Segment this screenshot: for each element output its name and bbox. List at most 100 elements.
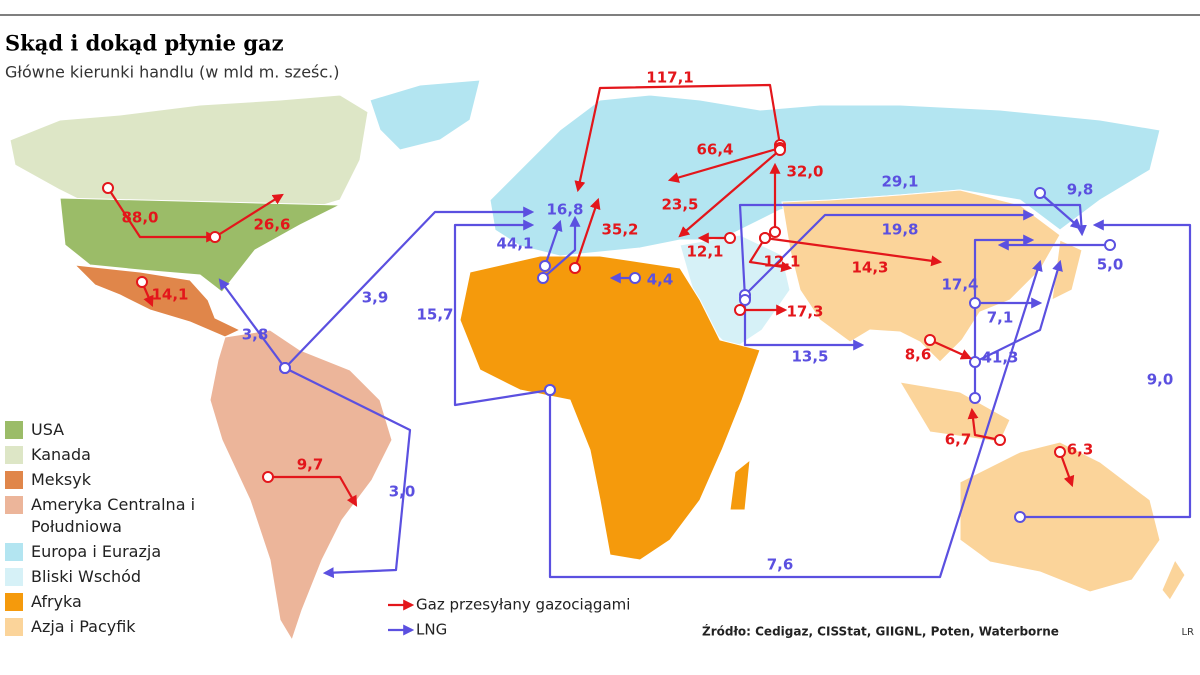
flow-label: 9,7 bbox=[297, 456, 324, 474]
flow-origin bbox=[262, 471, 274, 483]
legend-label: Kanada bbox=[31, 445, 91, 464]
flow-origin bbox=[1054, 446, 1066, 458]
flow-label: 14,1 bbox=[151, 286, 188, 304]
flow-origin bbox=[629, 272, 641, 284]
flow-origin bbox=[969, 392, 981, 404]
legend-item: Bliski Wschód bbox=[5, 566, 205, 588]
mexico bbox=[73, 264, 242, 338]
flow-label: 7,1 bbox=[987, 309, 1014, 327]
flow-origin bbox=[739, 294, 751, 306]
flow-origin bbox=[769, 226, 781, 238]
legend-item: Afryka bbox=[5, 591, 205, 613]
madagascar bbox=[729, 458, 751, 511]
flow-arrow bbox=[1020, 219, 1192, 519]
flow-label: 41,3 bbox=[981, 349, 1018, 367]
legend-item: USA bbox=[5, 419, 205, 441]
flow-label: 5,0 bbox=[1097, 256, 1124, 274]
legend-swatch bbox=[5, 618, 23, 636]
flow-label: 6,7 bbox=[945, 431, 972, 449]
flow-label: 9,8 bbox=[1067, 181, 1094, 199]
flow-origin bbox=[969, 297, 981, 309]
flow-label: 29,1 bbox=[881, 173, 918, 191]
flow-label: 12,1 bbox=[763, 253, 800, 271]
flow-origin bbox=[774, 144, 786, 156]
title: Skąd i dokąd płynie gaz bbox=[5, 31, 284, 56]
flow-label: 17,3 bbox=[786, 303, 823, 321]
flow-arrow bbox=[744, 209, 1035, 296]
flow-origin bbox=[969, 356, 981, 368]
flow-label: 13,5 bbox=[791, 348, 828, 366]
flow-arrow bbox=[967, 407, 1001, 442]
legend-label: Meksyk bbox=[31, 470, 91, 489]
legend-label: Ameryka Centralna i Południowa bbox=[31, 495, 196, 536]
flow-arrow bbox=[929, 338, 973, 360]
flow-origin bbox=[724, 232, 736, 244]
flow-label: 7,6 bbox=[767, 556, 794, 574]
legend-swatch bbox=[5, 543, 23, 561]
flow-origin bbox=[734, 304, 746, 316]
flow-origin bbox=[102, 182, 114, 194]
flow-label: 44,1 bbox=[496, 235, 533, 253]
flow-arrow bbox=[764, 236, 943, 267]
flow-arrow bbox=[268, 475, 358, 507]
legend-item: Europa i Eurazja bbox=[5, 541, 205, 563]
flow-label: 3,8 bbox=[242, 326, 269, 344]
flow-label: 9,0 bbox=[1147, 371, 1174, 389]
legend-swatch bbox=[5, 568, 23, 586]
flow-label: 8,6 bbox=[905, 346, 932, 364]
flow-label: 19,8 bbox=[881, 221, 918, 239]
greenland bbox=[369, 79, 481, 151]
flow-label: 26,6 bbox=[253, 216, 290, 234]
flow-arrow bbox=[284, 367, 412, 579]
flow-label: 15,7 bbox=[416, 306, 453, 324]
legend: USA Kanada Meksyk Ameryka Centralna i Połud… bbox=[5, 419, 205, 638]
flow-origin bbox=[209, 231, 221, 243]
japan bbox=[1051, 239, 1083, 301]
flow-label: 35,2 bbox=[601, 221, 638, 239]
legend-label: Europa i Eurazja bbox=[31, 542, 162, 561]
new-zealand bbox=[1161, 558, 1186, 601]
flow-arrow bbox=[542, 215, 581, 279]
flow-label: 17,4 bbox=[941, 276, 978, 294]
legend-swatch bbox=[5, 593, 23, 611]
flow-arrow bbox=[453, 219, 551, 407]
legend-swatch bbox=[5, 471, 23, 489]
legend-label: Afryka bbox=[31, 592, 82, 611]
flow-origin bbox=[136, 276, 148, 288]
flow-arrow bbox=[284, 206, 535, 369]
flow-label: 32,0 bbox=[786, 163, 823, 181]
flow-label: 6,3 bbox=[1067, 441, 1094, 459]
flow-arrow bbox=[667, 146, 781, 183]
flow-arrow bbox=[214, 193, 284, 238]
flow-legend-label: LNG bbox=[416, 621, 447, 639]
flow-arrow bbox=[573, 197, 601, 269]
flow-origin bbox=[569, 262, 581, 274]
africa bbox=[459, 255, 761, 561]
flow-arrow bbox=[548, 259, 1043, 579]
legend-item: Kanada bbox=[5, 444, 205, 466]
legend-item: Meksyk bbox=[5, 469, 205, 491]
flow-arrow bbox=[107, 187, 218, 243]
legend-swatch bbox=[5, 446, 23, 464]
flow-arrow bbox=[974, 259, 1063, 363]
flow-origin bbox=[544, 384, 556, 396]
flow-origin bbox=[537, 272, 549, 284]
flow-label: 4,4 bbox=[647, 271, 674, 289]
flow-arrow bbox=[218, 278, 286, 369]
source: Źródło: Cedigaz, CISStat, GIIGNL, Poten,… bbox=[702, 624, 1059, 639]
flow-origin bbox=[1104, 239, 1116, 251]
flows: 16,8 44,1 4,4 29,1 9,8 19,8 17,4 7,1 41,3 5,0 9,0 1… bbox=[102, 69, 1192, 579]
flow-label: 16,8 bbox=[546, 201, 583, 219]
flow-arrow bbox=[748, 237, 793, 273]
asia bbox=[781, 189, 1061, 363]
south-america bbox=[209, 329, 393, 642]
flow-arrow bbox=[574, 83, 782, 193]
flow-arrow bbox=[1039, 192, 1082, 230]
flow-label: 14,3 bbox=[851, 259, 888, 277]
flow-arrow bbox=[543, 219, 563, 267]
flow-label: 66,4 bbox=[696, 141, 733, 159]
legend-item: Ameryka Centralna i Południowa bbox=[5, 494, 205, 538]
subtitle: Główne kierunki handlu (w mld m. sześc.) bbox=[5, 63, 340, 82]
